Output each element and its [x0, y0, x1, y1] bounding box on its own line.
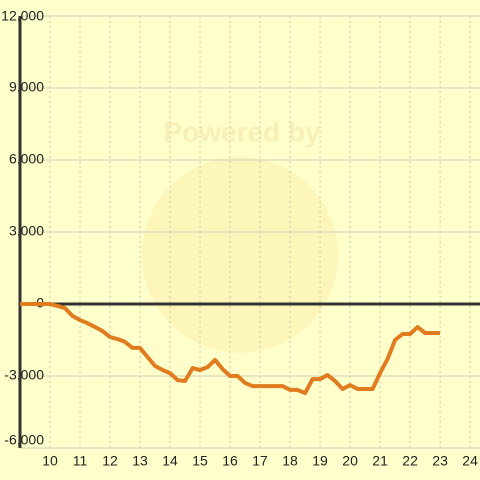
x-tick-label: 13 — [132, 453, 148, 469]
x-tick-label: 10 — [42, 453, 58, 469]
x-tick-label: 21 — [372, 453, 388, 469]
x-tick-label: 15 — [192, 453, 208, 469]
x-tick-label: 14 — [162, 453, 178, 469]
watermark: Powered by — [163, 116, 321, 147]
y-tick-label: 6,000 — [9, 151, 44, 167]
x-tick-label: 23 — [432, 453, 448, 469]
watermark-logo — [142, 157, 338, 353]
data-line — [20, 302, 441, 396]
x-tick-label: 16 — [222, 453, 238, 469]
x-tick-label: 20 — [342, 453, 358, 469]
x-tick-label: 22 — [402, 453, 418, 469]
y-tick-label: 9,000 — [9, 79, 44, 95]
x-tick-label: 19 — [312, 453, 328, 469]
x-tick-label: 24 — [462, 453, 478, 469]
y-tick-label: -3,000 — [4, 367, 44, 383]
y-tick-label: 12,000 — [1, 8, 44, 24]
x-tick-label: 18 — [282, 453, 298, 469]
y-tick-label: -6,000 — [4, 432, 44, 448]
y-tick-label: 3,000 — [9, 223, 44, 239]
x-tick-label: 17 — [252, 453, 268, 469]
x-tick-label: 12 — [102, 453, 118, 469]
x-tick-label: 11 — [73, 453, 88, 469]
